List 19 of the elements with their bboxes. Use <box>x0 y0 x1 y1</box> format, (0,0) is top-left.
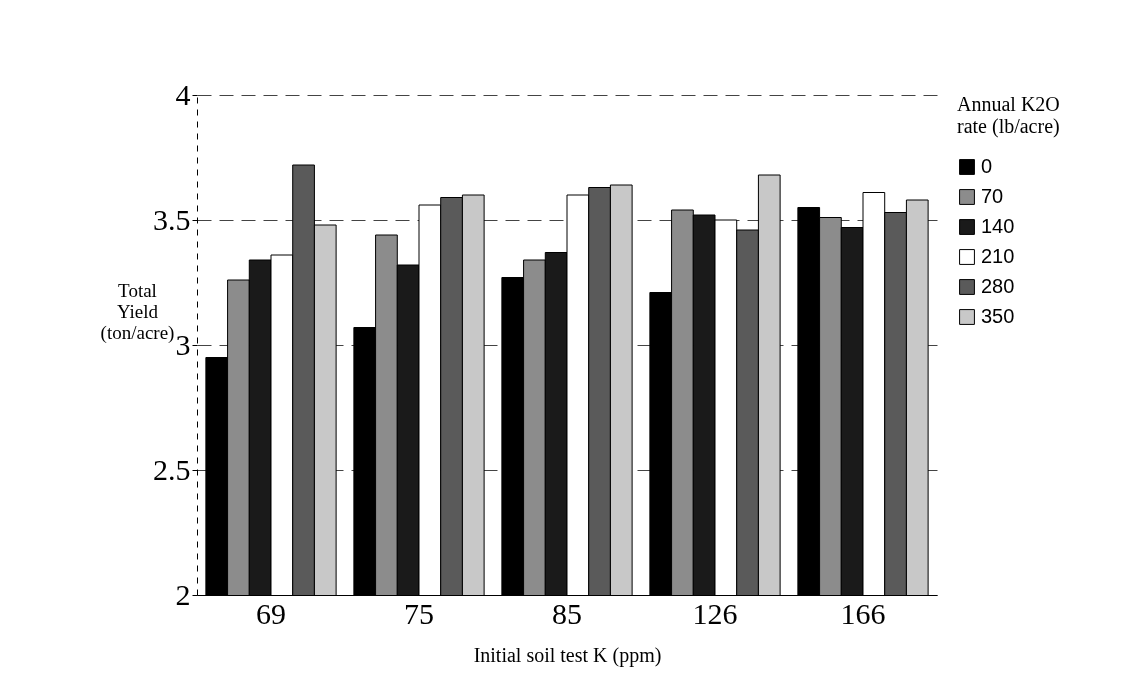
x-tick-label: 75 <box>404 596 434 630</box>
y-axis-title: Total Yield (ton/acre) <box>100 279 175 344</box>
legend-label: 350 <box>981 305 1015 327</box>
y-tick-label: 2.5 <box>153 452 191 486</box>
x-tick-label: 166 <box>840 596 886 630</box>
y-tick-label: 3 <box>175 327 191 361</box>
x-axis-title: Initial soil test K (ppm) <box>473 643 662 667</box>
legend-label: 0 <box>981 155 993 177</box>
x-tick-label: 69 <box>256 596 286 630</box>
legend-label: 280 <box>981 275 1015 297</box>
legend-label: 140 <box>981 215 1015 237</box>
legend-label: 210 <box>981 245 1015 267</box>
legend-title: Annual K2O rate (lb/acre) <box>957 93 1060 138</box>
x-tick-label: 126 <box>692 596 738 630</box>
y-tick-label: 2 <box>175 577 191 611</box>
legend-label: 70 <box>981 185 1004 207</box>
y-tick-label: 3.5 <box>153 202 191 236</box>
x-tick-label: 85 <box>552 596 582 630</box>
y-tick-label: 4 <box>175 77 191 111</box>
